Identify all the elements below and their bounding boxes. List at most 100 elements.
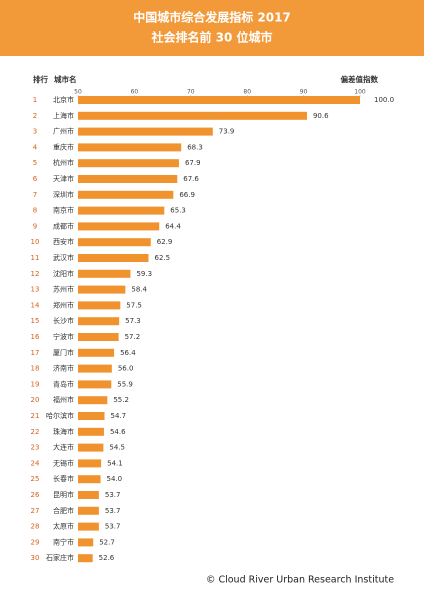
category-label: 上海市 — [53, 111, 74, 120]
value-label: 54.0 — [107, 475, 123, 483]
header-band — [0, 0, 424, 56]
value-label: 54.1 — [107, 459, 123, 467]
bar — [78, 175, 178, 183]
x-tick-label: 50 — [74, 89, 82, 96]
category-label: 珠海市 — [53, 427, 74, 436]
value-label: 68.3 — [187, 143, 203, 151]
bar — [78, 443, 104, 452]
category-label: 南宁市 — [53, 537, 74, 546]
category-label: 杭州市 — [53, 158, 74, 167]
category-label: 福州市 — [53, 395, 74, 404]
bar — [78, 348, 115, 357]
rank: 22 — [31, 428, 40, 436]
value-label: 55.2 — [113, 396, 129, 404]
x-tick-label: 90 — [300, 89, 308, 96]
rank: 14 — [31, 301, 40, 309]
category-label: 青岛市 — [53, 379, 74, 388]
category-label: 石家庄市 — [46, 553, 74, 562]
rank: 17 — [31, 349, 40, 357]
value-label: 62.5 — [155, 254, 171, 262]
source: © Cloud River Urban Research Institute — [206, 575, 394, 586]
rank: 23 — [31, 444, 40, 452]
rank: 25 — [31, 475, 40, 483]
bar — [78, 301, 121, 310]
category-label: 广州市 — [53, 127, 74, 136]
value-label: 57.3 — [125, 317, 141, 325]
bar — [78, 538, 94, 547]
rank: 15 — [31, 317, 40, 325]
bar — [78, 317, 120, 326]
bar — [78, 96, 360, 104]
category-label: 长沙市 — [53, 316, 74, 325]
x-tick-label: 100 — [354, 89, 366, 96]
bar — [78, 491, 99, 499]
rank: 24 — [31, 459, 40, 467]
rank: 10 — [31, 238, 40, 246]
value-label: 59.3 — [136, 270, 152, 278]
bar — [78, 159, 179, 168]
value-label: 58.4 — [131, 286, 147, 294]
rank: 16 — [31, 333, 40, 341]
bar — [78, 396, 108, 405]
bar — [78, 554, 93, 563]
bar — [78, 127, 213, 136]
rank: 30 — [31, 554, 40, 562]
category-label: 沈阳市 — [53, 269, 74, 278]
value-label: 56.0 — [118, 365, 134, 373]
rank: 13 — [31, 286, 40, 294]
category-label: 郑州市 — [53, 300, 74, 309]
bar — [78, 190, 174, 199]
bar — [78, 269, 131, 278]
x-tick-label: 80 — [243, 89, 251, 96]
category-label: 成都市 — [53, 221, 74, 230]
value-label: 54.7 — [111, 412, 127, 420]
value-label: 53.7 — [105, 523, 121, 531]
bar — [78, 333, 119, 341]
value-label: 100.0 — [374, 96, 394, 104]
category-label: 无锡市 — [53, 458, 74, 467]
value-label: 62.9 — [157, 238, 173, 246]
bar — [78, 506, 99, 515]
rank: 9 — [33, 222, 37, 230]
category-label: 济南市 — [53, 364, 74, 373]
value-label: 52.7 — [99, 538, 115, 546]
category-label: 昆明市 — [53, 490, 74, 499]
bar — [78, 475, 101, 484]
bar — [78, 459, 102, 468]
rank: 6 — [33, 175, 38, 183]
rank: 4 — [33, 143, 38, 151]
bar — [78, 364, 112, 373]
value-label: 53.7 — [105, 507, 121, 515]
value-label: 54.5 — [109, 444, 125, 452]
rank: 20 — [31, 396, 40, 404]
rank: 29 — [31, 538, 40, 546]
value-label: 54.6 — [110, 428, 126, 436]
value-label: 64.4 — [165, 222, 181, 230]
rank-header: 排行 — [33, 74, 48, 84]
category-label: 太原市 — [53, 522, 74, 531]
x-tick-label: 70 — [187, 89, 195, 96]
rank: 18 — [31, 365, 40, 373]
chart-subtitle: 社会排名前 30 位城市 — [150, 30, 272, 45]
rank: 12 — [31, 270, 40, 278]
category-label: 厦门市 — [53, 348, 74, 357]
value-label: 73.9 — [219, 128, 235, 136]
rank: 3 — [33, 128, 37, 136]
bar — [78, 222, 160, 231]
value-label: 65.3 — [170, 207, 186, 215]
category-label: 合肥市 — [53, 506, 74, 515]
category-label: 大连市 — [53, 443, 74, 452]
value-label: 57.5 — [126, 301, 142, 309]
category-label: 深圳市 — [53, 190, 74, 199]
value-label: 67.6 — [183, 175, 199, 183]
category-label: 长春市 — [53, 474, 74, 483]
value-label: 52.6 — [99, 554, 115, 562]
rank: 7 — [33, 191, 37, 199]
bar — [78, 238, 151, 247]
rank: 5 — [33, 159, 37, 167]
bar — [78, 111, 307, 120]
category-header: 城市名 — [54, 74, 77, 84]
rank: 1 — [33, 96, 37, 104]
bar — [78, 380, 112, 389]
